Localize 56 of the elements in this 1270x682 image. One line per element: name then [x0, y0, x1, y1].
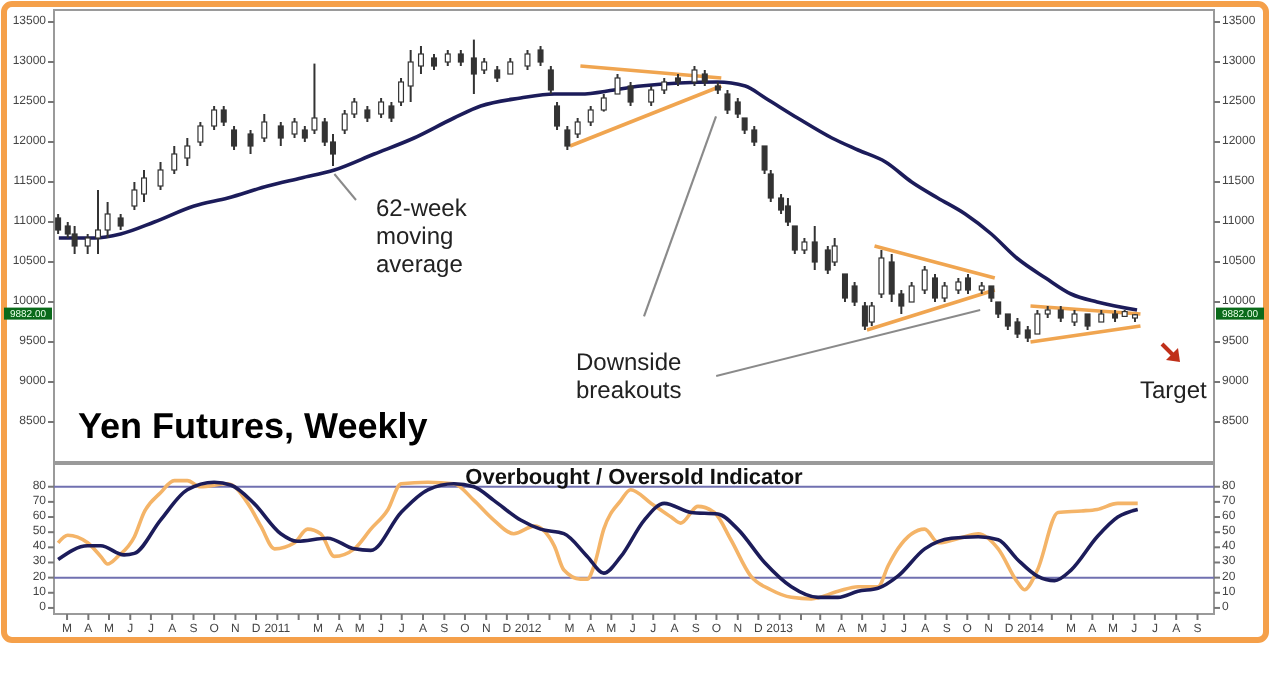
candlestick [724, 89, 731, 115]
candlestick [554, 101, 561, 131]
candlestick [811, 225, 818, 271]
candlestick [470, 38, 477, 95]
candlestick [932, 273, 938, 303]
candlestick [648, 85, 655, 107]
candlestick [211, 105, 218, 131]
candlestick [104, 201, 111, 239]
candlestick [861, 301, 868, 331]
candlestick [921, 265, 928, 295]
candlestick [627, 81, 634, 107]
candlestick [378, 97, 385, 119]
chart-title: Overbought / Oversold Indicator [465, 466, 805, 490]
candlestick [55, 213, 62, 235]
candlestick [587, 105, 594, 127]
line-series [57, 80, 1139, 312]
candlestick [964, 273, 971, 295]
candlestick [141, 169, 148, 203]
annotation: Downside breakouts [576, 348, 683, 404]
candlestick [614, 73, 621, 95]
text: Yen Futures, Weekly [78, 406, 428, 446]
candlestick [398, 77, 405, 107]
candlestick [184, 137, 191, 167]
candlestick [878, 249, 885, 299]
candlestick [94, 189, 101, 255]
candlestick [851, 281, 858, 307]
candlestick [220, 105, 227, 127]
candlestick [261, 113, 268, 143]
annotation: 62-week moving average [376, 194, 469, 278]
candlestick [691, 65, 698, 87]
candlestick [71, 225, 78, 255]
candlestick [171, 145, 178, 175]
candlestick [824, 245, 831, 275]
candlestick [247, 129, 254, 155]
candlestick [407, 49, 414, 103]
candlestick [277, 121, 284, 147]
candlestick [84, 233, 91, 255]
candlestick [524, 49, 531, 71]
candlestick [841, 273, 848, 303]
candlestick [547, 65, 554, 95]
candlestick [291, 117, 298, 139]
candlestick [417, 45, 424, 75]
candlestick [197, 121, 204, 147]
annotation: Target [1140, 376, 1209, 404]
candlestick [321, 117, 328, 147]
candlestick [831, 237, 838, 267]
candlestick [157, 161, 164, 191]
candlestick [537, 45, 544, 67]
candlestick [388, 101, 395, 123]
candlestick [941, 281, 948, 303]
candlestick [908, 281, 915, 303]
candlestick [868, 301, 875, 327]
candlestick [564, 125, 571, 151]
candlestick [131, 181, 138, 211]
candlestick [574, 117, 581, 139]
candlestick [231, 125, 238, 151]
